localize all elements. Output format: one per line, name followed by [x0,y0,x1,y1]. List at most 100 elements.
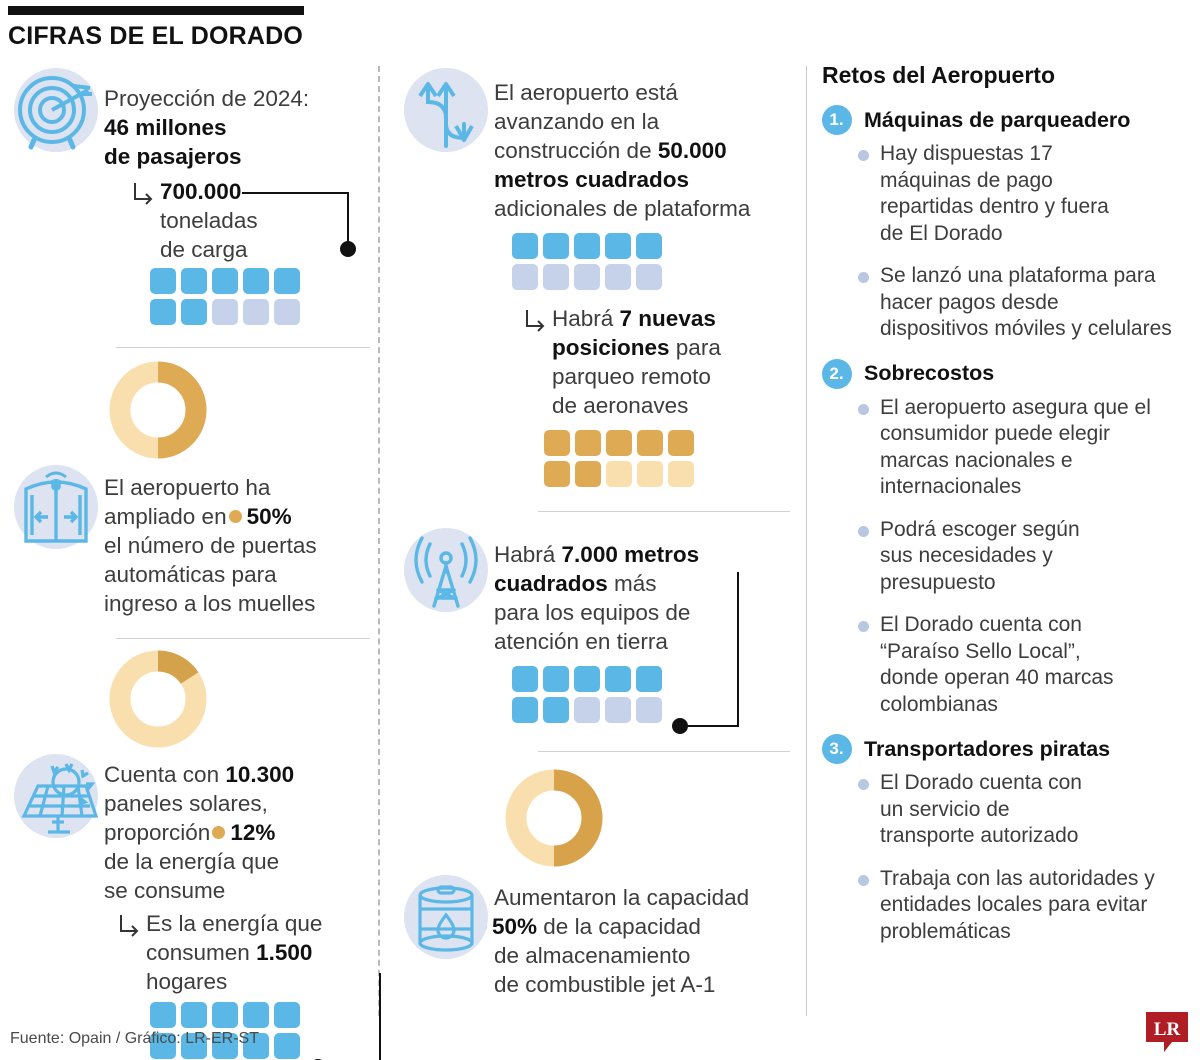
puertas-line-2: ampliado en [104,504,227,529]
reto-item-2: 2. Sobrecostos El aeropuerto asegura que… [822,358,1194,719]
antenna-icon [398,522,494,618]
source-note: Fuente: Opain / Gráfico: LR-ER-ST [10,1030,259,1047]
bullet-dot-icon [858,150,869,161]
fuel-drum-icon [398,869,494,965]
branching-arrows-icon [398,62,494,158]
list-item: Trabaja con las autoridades y entidades … [858,866,1194,946]
arrow-down-right-icon [526,310,545,332]
posiciones-line-1: Habrá [552,306,620,331]
equipos-line-4: atención en tierra [494,629,668,654]
combustible-line-4: de combustible jet A-1 [494,972,716,997]
solar-text: Cuenta con 10.300 paneles solares, propo… [104,760,294,905]
carga-number: 700.000 [160,179,242,204]
reto-3-bullets: El Dorado cuenta con un servicio de tran… [858,770,1194,945]
plataforma-line-2: avanzando en la [494,109,660,134]
combustible-text: Aumentaron la capacidad 50% de la capaci… [474,883,749,999]
plataforma-line-3: construcción de [494,138,658,163]
bullet-text: Hay dispuestas 17 máquinas de pago repar… [880,142,1109,245]
carga-line-2: toneladas [160,208,258,233]
arrow-down-right-icon [134,183,153,205]
carga-callout: 700.000 toneladas de carga [132,177,370,264]
column-divider-1 [378,66,380,1016]
donut-solar-12 [109,650,207,748]
equipos-line-1: Habrá [494,542,562,567]
hogares-line-3: hogares [146,969,228,994]
bullet-dot-icon [858,874,869,886]
bullet-text: Se lanzó una plataforma para hacer pagos… [880,264,1172,340]
block-solar: Cuenta con 10.300 paneles solares, propo… [8,647,381,1060]
bullet-dot-icon [858,779,869,790]
posiciones-callout: Habrá 7 nuevas posiciones para parqueo r… [524,304,790,420]
puertas-text: El aeropuerto ha ampliado en 50% el númer… [104,473,317,618]
squares-plataforma [512,233,790,290]
block-puertas: El aeropuerto ha ampliado en 50% el númer… [8,358,370,639]
bullet-dot-icon [858,525,869,537]
puertas-pct: 50% [246,504,292,529]
solar-line-3: proporción [104,820,211,845]
combustible-pct: 50% [492,914,538,939]
target-icon [8,62,104,158]
title-rule [8,6,304,15]
column-divider-2 [806,66,807,1016]
divider-mid-1 [538,511,790,512]
list-item: El Dorado cuenta con “Paraíso Sello Loca… [858,612,1194,718]
pasajeros-line-3: de pasajeros [104,144,242,169]
bullet-dot-icon [858,272,869,283]
arrow-down-right-icon [120,915,139,937]
hogares-callout: Es la energía que consumen 1.500 hogares [118,909,370,996]
reto-name-2: Sobrecostos [864,361,995,385]
page-title: CIFRAS DE EL DORADO [8,22,304,50]
plataforma-line-4: metros cuadrados [494,167,690,192]
solar-pct: 12% [230,820,276,845]
reto-2-bullets: El aeropuerto asegura que el consumidor … [858,395,1194,719]
left-column: Proyección de 2024: 46 millones de pasaj… [8,62,381,1060]
bullet-dot-icon [858,621,869,632]
right-column: Retos del Aeropuerto 1. Máquinas de parq… [822,62,1194,961]
svg-text:LR: LR [1154,1019,1181,1040]
block-equipos: Habrá 7.000 metros cuadrados más para lo… [398,522,790,752]
reto-item-1: 1. Máquinas de parqueadero Hay dispuesta… [822,105,1194,343]
solar-line-5: se consume [104,878,226,903]
plataforma-text: El aeropuerto está avanzando en la const… [494,78,750,223]
reto-number-2: 2. [822,358,852,389]
list-item: Se lanzó una plataforma para hacer pagos… [858,263,1194,343]
squares-equipos [512,666,790,723]
gold-dot-icon [228,510,242,524]
equipos-m2: 7.000 metros [561,542,700,567]
solar-panels-count: 10.300 [225,762,295,787]
puertas-line-1: El aeropuerto ha [104,475,271,500]
bullet-text: El Dorado cuenta con un servicio de tran… [880,771,1082,847]
hogares-count: 1.500 [256,940,313,965]
bullet-text: El Dorado cuenta con “Paraíso Sello Loca… [880,613,1114,716]
reto-name-3: Transportadores piratas [864,736,1111,761]
donut-puertas-50 [109,361,207,459]
automatic-door-icon [8,459,104,555]
divider-left-2 [116,638,370,639]
list-item: Podrá escoger según sus necesidades y pr… [858,517,1194,597]
posiciones-count: 7 nuevas [619,306,716,331]
block-pasajeros: Proyección de 2024: 46 millones de pasaj… [8,62,370,348]
equipos-text: Habrá 7.000 metros cuadrados más para lo… [494,540,699,656]
puertas-line-5: ingreso a los muelles [104,591,316,616]
equipos-line-2: cuadrados [494,571,608,596]
solar-line-4: de la energía que [104,849,280,874]
reto-number-3: 3. [822,734,852,764]
bullet-text: El aeropuerto asegura que el consumidor … [880,395,1151,499]
solar-line-2: paneles solares, [104,791,268,816]
gold-dot-icon [212,826,226,840]
middle-column: El aeropuerto está avanzando en la const… [398,62,790,999]
equipos-line-2b: más [607,571,657,596]
bullet-text: Trabaja con las autoridades y entidades … [880,866,1155,943]
plataforma-m2: 50.000 [657,138,727,163]
posiciones-line-2: posiciones [552,335,670,360]
divider-left-1 [116,347,370,348]
combustible-line-3: de almacenamiento [494,943,691,968]
puertas-line-4: automáticas para [104,562,277,587]
lr-logo: LR [1146,1012,1188,1052]
pasajeros-text: Proyección de 2024: 46 millones de pasaj… [104,84,309,171]
list-item: Hay dispuestas 17 máquinas de pago repar… [858,141,1194,247]
squares-posiciones [544,430,790,487]
solar-line-1: Cuenta con [104,762,226,787]
squares-hogares [150,1002,370,1060]
reto-name-1: Máquinas de parqueadero [864,107,1131,132]
